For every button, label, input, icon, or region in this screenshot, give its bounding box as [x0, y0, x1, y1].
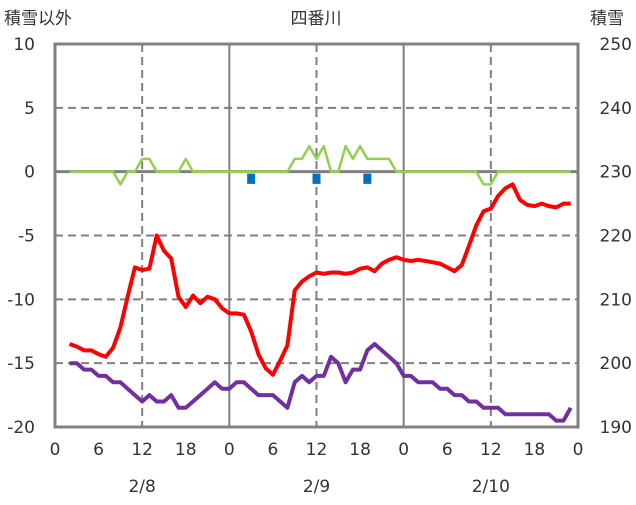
date-label: 2/10: [472, 477, 510, 497]
right-axis-title: 積雪: [590, 9, 624, 29]
left-tick-label: 5: [24, 99, 35, 119]
x-tick-label: 18: [175, 440, 197, 460]
x-tick-label: 12: [480, 440, 502, 460]
right-tick-label: 220: [600, 227, 632, 247]
left-tick-label: -15: [7, 354, 35, 374]
x-tick-label: 0: [224, 440, 235, 460]
x-tick-label: 18: [349, 440, 371, 460]
left-tick-label: 0: [24, 163, 35, 183]
x-tick-label: 18: [524, 440, 546, 460]
x-tick-label: 6: [93, 440, 104, 460]
right-tick-label: 230: [600, 163, 632, 183]
purple-series-line: [69, 342, 573, 423]
right-tick-label: 200: [600, 354, 632, 374]
date-label: 2/9: [303, 477, 330, 497]
red-series-line: [68, 182, 571, 377]
x-tick-label: 12: [306, 440, 328, 460]
left-axis-title: 積雪以外: [4, 9, 72, 29]
left-tick-label: -20: [7, 418, 35, 438]
right-tick-label: 250: [600, 35, 632, 55]
x-tick-label: 12: [131, 440, 153, 460]
chart-title: 四番川: [291, 9, 342, 29]
precip-bar: [363, 173, 372, 184]
right-tick-label: 240: [600, 99, 632, 119]
right-tick-label: 190: [600, 418, 632, 438]
x-tick-label: 0: [398, 440, 409, 460]
date-label: 2/8: [128, 477, 155, 497]
left-tick-label: -5: [18, 227, 35, 247]
precip-bar: [247, 173, 256, 184]
x-tick-label: 0: [50, 440, 61, 460]
x-tick-label: 0: [573, 440, 584, 460]
left-tick-label: -10: [7, 290, 35, 310]
x-tick-label: 6: [442, 440, 453, 460]
left-tick-label: 10: [13, 35, 35, 55]
x-tick-label: 6: [268, 440, 279, 460]
right-tick-label: 210: [600, 290, 632, 310]
plot-border: [53, 42, 580, 429]
green-series-line: [69, 144, 571, 186]
precip-bar: [312, 173, 321, 184]
